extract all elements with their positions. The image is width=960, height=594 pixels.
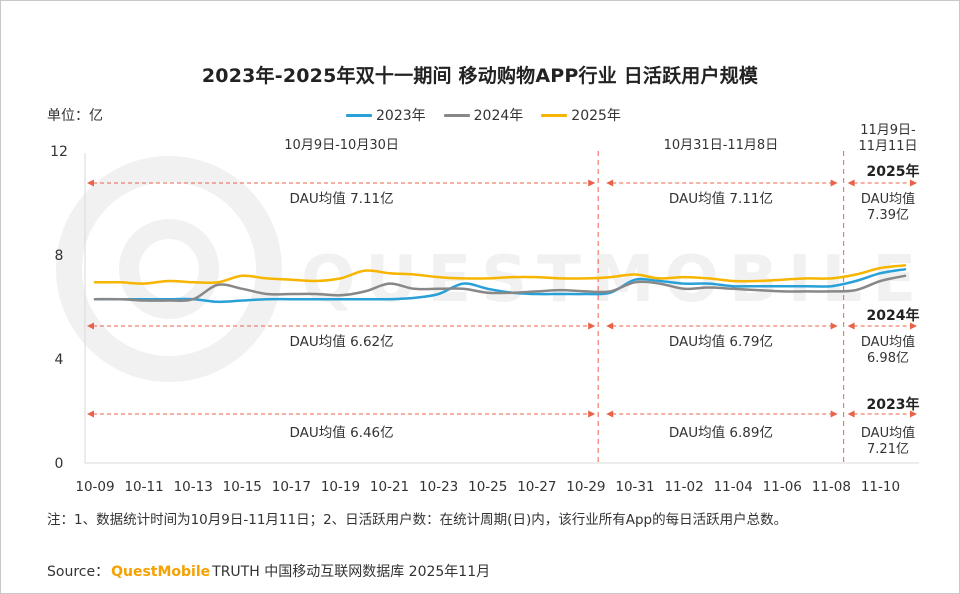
x-tick-label-11-06: 11-06 bbox=[763, 479, 802, 495]
source-brand: QuestMobile bbox=[111, 564, 211, 580]
dau-arrow-y2023-p3-head-right bbox=[910, 410, 917, 418]
y-tick-label-12: 12 bbox=[50, 144, 68, 160]
x-tick-label-10-15: 10-15 bbox=[223, 479, 262, 495]
legend-swatch-2024 bbox=[443, 113, 470, 117]
legend-label-2025: 2025年 bbox=[571, 108, 621, 124]
dau-mean-y2024-p1: DAU均值 6.62亿 bbox=[290, 334, 394, 350]
legend-swatch-2023 bbox=[346, 113, 372, 117]
x-tick-label-11-10: 11-10 bbox=[861, 479, 900, 495]
chart-title: 2023年-2025年双十一期间 移动购物APP行业 日活跃用户规模 bbox=[201, 65, 759, 87]
period-label-3-line1: 11月9日- bbox=[860, 123, 916, 138]
x-tick-label-10-19: 10-19 bbox=[321, 479, 360, 495]
footnote: 注：1、数据统计时间为10月9日-11月11日；2、日活跃用户数：在统计周期(日… bbox=[47, 512, 788, 528]
watermark-logo-ring bbox=[56, 156, 282, 382]
source-prefix: Source： bbox=[47, 564, 110, 580]
y-tick-label-8: 8 bbox=[55, 248, 64, 264]
dau-mean-y2025-p1: DAU均值 7.11亿 bbox=[290, 191, 394, 207]
y-tick-label-4: 4 bbox=[55, 352, 64, 368]
watermark-text: QUESTMOBILE bbox=[301, 243, 926, 317]
dau-arrow-y2024-p1-head-left bbox=[87, 322, 94, 330]
x-tick-label-10-11: 10-11 bbox=[124, 479, 163, 495]
dau-mean-y2023-p3-line2: 7.21亿 bbox=[867, 442, 909, 457]
dau-arrow-y2024-p2-head-right bbox=[830, 322, 838, 330]
x-tick-label-10-21: 10-21 bbox=[370, 479, 409, 495]
x-tick-label-10-17: 10-17 bbox=[272, 479, 311, 495]
x-tick-label-11-02: 11-02 bbox=[664, 479, 703, 495]
dau-mean-y2023-p3-line1: DAU均值 bbox=[861, 425, 915, 441]
x-tick-label-11-04: 11-04 bbox=[714, 479, 753, 495]
watermark-logo-core bbox=[119, 219, 219, 319]
dau-arrow-y2024-p3-head-right bbox=[910, 322, 917, 330]
x-tick-label-10-25: 10-25 bbox=[468, 479, 507, 495]
legend-label-2024: 2024年 bbox=[473, 108, 524, 124]
legend-label-2023: 2023年 bbox=[376, 108, 426, 124]
legend-item-2025: 2025年 bbox=[541, 105, 621, 125]
dau-mean-y2023-p1: DAU均值 6.46亿 bbox=[290, 425, 394, 441]
x-tick-label-11-08: 11-08 bbox=[812, 479, 851, 495]
source-line: Source： QuestMobile TRUTH 中国移动互联网数据库 2025年… bbox=[47, 561, 490, 581]
dau-arrow-y2025-p1-head-left bbox=[87, 179, 94, 187]
y-tick-label-0: 0 bbox=[55, 456, 64, 472]
dau-arrow-y2023-p3-head-left bbox=[847, 410, 855, 418]
x-tick-label-10-13: 10-13 bbox=[174, 479, 213, 495]
dau-arrow-y2023-p1-head-left bbox=[87, 410, 94, 418]
x-tick-label-10-27: 10-27 bbox=[517, 479, 556, 495]
dau-mean-y2024-p2: DAU均值 6.79亿 bbox=[669, 334, 773, 350]
dau-mean-y2025-p3-line1: DAU均值 bbox=[861, 191, 915, 207]
dau-arrow-y2023-p2-head-left bbox=[606, 410, 614, 418]
x-tick-label-10-23: 10-23 bbox=[419, 479, 458, 495]
dau-arrow-y2025-p1-head-right bbox=[588, 179, 596, 187]
dau-arrow-y2023-p2-head-right bbox=[830, 410, 838, 418]
x-tick-label-10-31: 10-31 bbox=[615, 479, 654, 495]
dau-arrow-y2025-p3-head-right bbox=[910, 179, 917, 187]
period-label-2: 10月31日-11月8日 bbox=[664, 138, 779, 153]
dau-mean-y2024-p3-line1: DAU均值 bbox=[861, 334, 915, 350]
series-line-2023年 bbox=[93, 268, 907, 304]
period-label-3-line2: 11月11日 bbox=[858, 139, 917, 154]
dau-mean-y2025-p3-line2: 7.39亿 bbox=[867, 208, 909, 223]
x-tick-label-10-09: 10-09 bbox=[75, 479, 114, 495]
series-line-2024年 bbox=[93, 274, 907, 302]
unit-label: 单位：亿 bbox=[47, 108, 103, 124]
year-tag-y2024: 2024年 bbox=[867, 307, 920, 324]
legend-item-2024: 2024年 bbox=[443, 105, 524, 125]
dau-mean-y2025-p2: DAU均值 7.11亿 bbox=[669, 191, 773, 207]
dau-arrow-y2025-p3-head-left bbox=[847, 179, 855, 187]
dau-arrow-y2024-p2-head-left bbox=[606, 322, 614, 330]
dau-arrow-y2025-p2-head-left bbox=[606, 179, 614, 187]
source-suffix: TRUTH 中国移动互联网数据库 2025年11月 bbox=[212, 564, 491, 580]
dau-mean-y2023-p2: DAU均值 6.89亿 bbox=[669, 425, 773, 441]
period-label-1: 10月9日-10月30日 bbox=[284, 138, 399, 153]
dau-mean-y2024-p3-line2: 6.98亿 bbox=[867, 351, 909, 366]
legend-swatch-2025 bbox=[541, 113, 568, 117]
dau-arrow-y2025-p2-head-right bbox=[830, 179, 838, 187]
dau-arrow-y2024-p3-head-left bbox=[847, 322, 855, 330]
dau-arrow-y2023-p1-head-right bbox=[588, 410, 596, 418]
dau-arrow-y2024-p1-head-right bbox=[588, 322, 596, 330]
legend-item-2023: 2023年 bbox=[346, 105, 426, 125]
legend: 2023年 2024年 2025年 bbox=[346, 105, 621, 125]
year-tag-y2025: 2025年 bbox=[867, 163, 920, 180]
x-tick-label-10-29: 10-29 bbox=[566, 479, 605, 495]
series-line-2025年 bbox=[93, 264, 907, 285]
year-tag-y2023: 2023年 bbox=[867, 396, 920, 413]
